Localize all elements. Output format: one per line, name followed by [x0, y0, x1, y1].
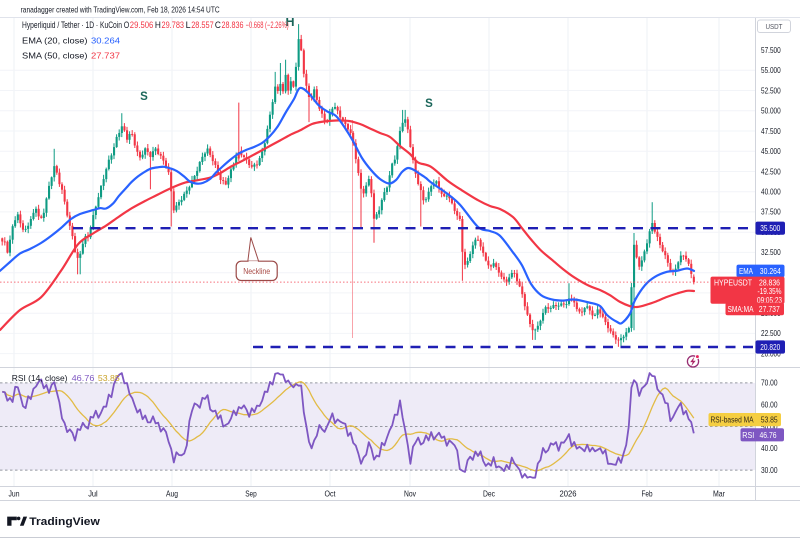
svg-text:29.506: 29.506 — [130, 20, 154, 30]
svg-text:37.500: 37.500 — [761, 208, 781, 217]
svg-text:55.000: 55.000 — [761, 66, 781, 75]
svg-text:H: H — [285, 15, 294, 29]
svg-text:Hyperliquid / Tether · 1D · Ku: Hyperliquid / Tether · 1D · KuCoin — [22, 20, 122, 30]
svg-text:ranadagger created with Tradin: ranadagger created with TradingView.com,… — [21, 5, 220, 15]
svg-text:30.264: 30.264 — [760, 267, 782, 276]
svg-text:Mar: Mar — [713, 488, 725, 498]
svg-text:35.500: 35.500 — [760, 224, 781, 233]
svg-text:USDT: USDT — [766, 22, 783, 31]
svg-text:SMA (50, close): SMA (50, close) — [22, 50, 88, 60]
svg-text:50.00: 50.00 — [761, 422, 778, 431]
svg-text:57.500: 57.500 — [761, 46, 781, 55]
svg-text:42.500: 42.500 — [761, 167, 781, 176]
svg-text:RSI (14, close): RSI (14, close) — [12, 373, 68, 383]
svg-text:60.00: 60.00 — [761, 401, 778, 410]
svg-text:40.00: 40.00 — [761, 444, 778, 453]
svg-text:H: H — [155, 20, 161, 30]
svg-text:2026: 2026 — [560, 488, 577, 498]
svg-text:Oct: Oct — [325, 488, 337, 498]
svg-text:S: S — [140, 91, 148, 103]
svg-text:EMA: EMA — [739, 267, 754, 276]
svg-text:-19.35%: -19.35% — [758, 287, 782, 296]
svg-text:EMA (20, close): EMA (20, close) — [22, 35, 88, 45]
svg-text:L: L — [186, 20, 191, 30]
svg-text:Jul: Jul — [88, 488, 98, 498]
svg-text:Dec: Dec — [483, 488, 495, 498]
svg-text:30.264: 30.264 — [91, 35, 120, 45]
svg-text:70.00: 70.00 — [761, 379, 778, 388]
svg-text:28.836: 28.836 — [759, 278, 780, 287]
svg-text:29.783: 29.783 — [162, 20, 185, 30]
svg-text:50.000: 50.000 — [761, 107, 781, 116]
svg-text:28.557: 28.557 — [191, 20, 214, 30]
svg-text:30.00: 30.00 — [761, 466, 778, 475]
svg-text:53.85: 53.85 — [761, 416, 779, 425]
svg-text:28.836: 28.836 — [222, 20, 244, 30]
svg-text:46.76: 46.76 — [760, 431, 777, 440]
svg-text:45.000: 45.000 — [761, 147, 781, 156]
svg-text:Sep: Sep — [245, 488, 257, 498]
svg-text:O: O — [124, 20, 130, 30]
svg-text:32.500: 32.500 — [761, 248, 781, 257]
svg-text:20.820: 20.820 — [760, 343, 781, 352]
svg-text:20.000: 20.000 — [761, 349, 781, 358]
svg-text:27.737: 27.737 — [759, 305, 780, 314]
svg-text:HYPEUSDT: HYPEUSDT — [714, 278, 752, 287]
svg-text:Neckline: Neckline — [243, 267, 270, 276]
svg-text:46.76: 46.76 — [72, 373, 95, 383]
svg-text:27.737: 27.737 — [91, 50, 120, 60]
svg-text:47.500: 47.500 — [761, 127, 781, 136]
svg-text:53.85: 53.85 — [98, 373, 120, 383]
svg-text:Nov: Nov — [404, 488, 417, 498]
svg-text:09:05:23: 09:05:23 — [757, 296, 782, 305]
svg-text:Feb: Feb — [642, 488, 653, 498]
svg-text:C: C — [215, 20, 222, 30]
svg-text:40.000: 40.000 — [761, 188, 781, 197]
svg-text:RSI-based MA: RSI-based MA — [711, 416, 755, 425]
svg-text:52.500: 52.500 — [761, 86, 781, 95]
svg-text:SMA:MA: SMA:MA — [728, 305, 755, 314]
svg-text:RSI: RSI — [742, 431, 754, 440]
svg-text:S: S — [425, 98, 433, 110]
svg-text:TradingView: TradingView — [29, 516, 100, 528]
svg-text:22.500: 22.500 — [761, 329, 781, 338]
svg-text:−0.668 (−2.26%): −0.668 (−2.26%) — [246, 20, 289, 30]
svg-text:Jun: Jun — [9, 488, 20, 498]
svg-text:Aug: Aug — [166, 488, 178, 498]
